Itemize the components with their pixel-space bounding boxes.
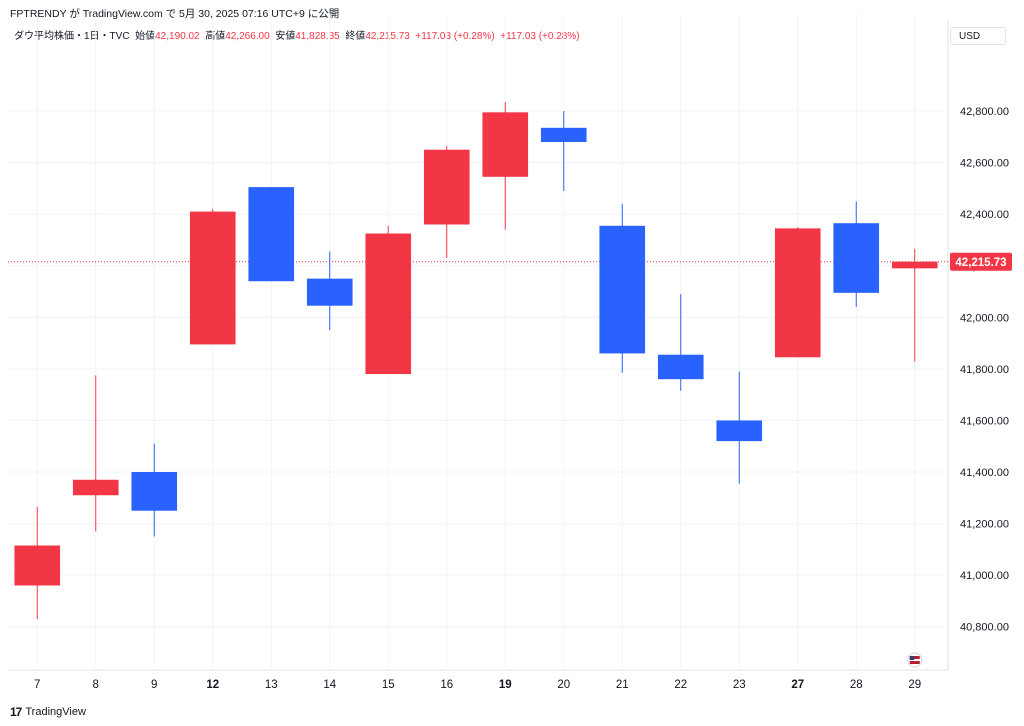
y-tick-label: 41,800.00 bbox=[960, 364, 1009, 376]
x-tick-label: 29 bbox=[908, 679, 921, 691]
x-tick-label: 20 bbox=[557, 679, 570, 691]
last-price-label: 42,215.73 bbox=[955, 257, 1006, 269]
low-label: 安値 bbox=[275, 31, 296, 42]
candle-body bbox=[599, 225, 646, 354]
y-tick-label: 42,600.00 bbox=[960, 158, 1009, 170]
open-value: 42,190.02 bbox=[155, 31, 200, 42]
x-tick-label: 7 bbox=[34, 679, 40, 691]
x-tick-label: 13 bbox=[265, 679, 278, 691]
x-tick-label: 22 bbox=[674, 679, 687, 691]
candle-body bbox=[657, 354, 704, 380]
candle-body bbox=[833, 223, 880, 293]
high-label: 高値 bbox=[205, 31, 226, 42]
y-tick-label: 41,200.00 bbox=[960, 519, 1009, 531]
tradingview-logo[interactable]: 17 TradingView bbox=[10, 705, 86, 719]
high-value: 42,266.00 bbox=[225, 31, 270, 42]
x-tick-label: 8 bbox=[93, 679, 99, 691]
x-tick-label: 16 bbox=[440, 679, 453, 691]
close-label: 終値 bbox=[345, 31, 366, 42]
y-tick-label: 42,000.00 bbox=[960, 312, 1009, 324]
candle-body bbox=[72, 479, 119, 496]
currency-button[interactable]: USD bbox=[950, 27, 1006, 45]
chart-frame: FPTRENDY が TradingView.com で 5月 30, 2025… bbox=[4, 0, 1020, 726]
x-tick-label: 21 bbox=[616, 679, 629, 691]
x-tick-label: 12 bbox=[206, 679, 219, 691]
x-tick-label: 15 bbox=[382, 679, 395, 691]
tradingview-logo-icon: 17 bbox=[10, 705, 22, 719]
y-tick-label: 41,000.00 bbox=[960, 570, 1009, 582]
low-value: 41,828.35 bbox=[295, 31, 340, 42]
y-tick-label: 40,800.00 bbox=[960, 622, 1009, 634]
x-tick-label: 19 bbox=[499, 679, 512, 691]
x-tick-label: 23 bbox=[733, 679, 746, 691]
close-value: 42,215.73 bbox=[365, 31, 410, 42]
y-tick-label: 41,400.00 bbox=[960, 467, 1009, 479]
us-flag-canton bbox=[909, 656, 915, 660]
candle-body bbox=[774, 228, 821, 358]
change-value: +117.03 (+0.28%) bbox=[415, 31, 495, 42]
candle-body bbox=[482, 112, 529, 177]
ohlc-legend: ダウ平均株価・1日・TVC 始値42,190.02 高値42,266.00 安値… bbox=[14, 27, 580, 42]
candle-body bbox=[891, 261, 938, 269]
candlestick-chart[interactable]: 40,800.00 41,000.00 41,200.00 41,400.00 41,6… bbox=[4, 0, 1020, 700]
x-tick-label: 27 bbox=[791, 679, 804, 691]
candle-body bbox=[248, 187, 295, 282]
change-value-2: +117.03 (+0.28%) bbox=[500, 31, 580, 42]
us-flag-stripe-white bbox=[909, 659, 920, 661]
candle-body bbox=[189, 211, 236, 345]
candle-body bbox=[306, 278, 353, 306]
candle-body bbox=[131, 472, 178, 511]
x-tick-label: 14 bbox=[323, 679, 336, 691]
open-label: 始値 bbox=[135, 31, 156, 42]
attribution-text: FPTRENDY が TradingView.com で 5月 30, 2025… bbox=[10, 8, 340, 20]
y-tick-label: 42,800.00 bbox=[960, 106, 1009, 118]
candle-body bbox=[716, 420, 763, 442]
candle-body bbox=[540, 127, 587, 142]
candle-body bbox=[423, 149, 470, 225]
candle-body bbox=[14, 545, 61, 586]
x-tick-label: 9 bbox=[151, 679, 157, 691]
x-tick-label: 28 bbox=[850, 679, 863, 691]
y-tick-label: 42,400.00 bbox=[960, 209, 1009, 221]
last-price-badge bbox=[950, 252, 1012, 271]
symbol-label[interactable]: ダウ平均株価・1日・TVC bbox=[14, 31, 130, 42]
candle-body bbox=[365, 233, 412, 375]
y-tick-label: 41,600.00 bbox=[960, 415, 1009, 427]
tradingview-brand: TradingView bbox=[25, 706, 86, 718]
